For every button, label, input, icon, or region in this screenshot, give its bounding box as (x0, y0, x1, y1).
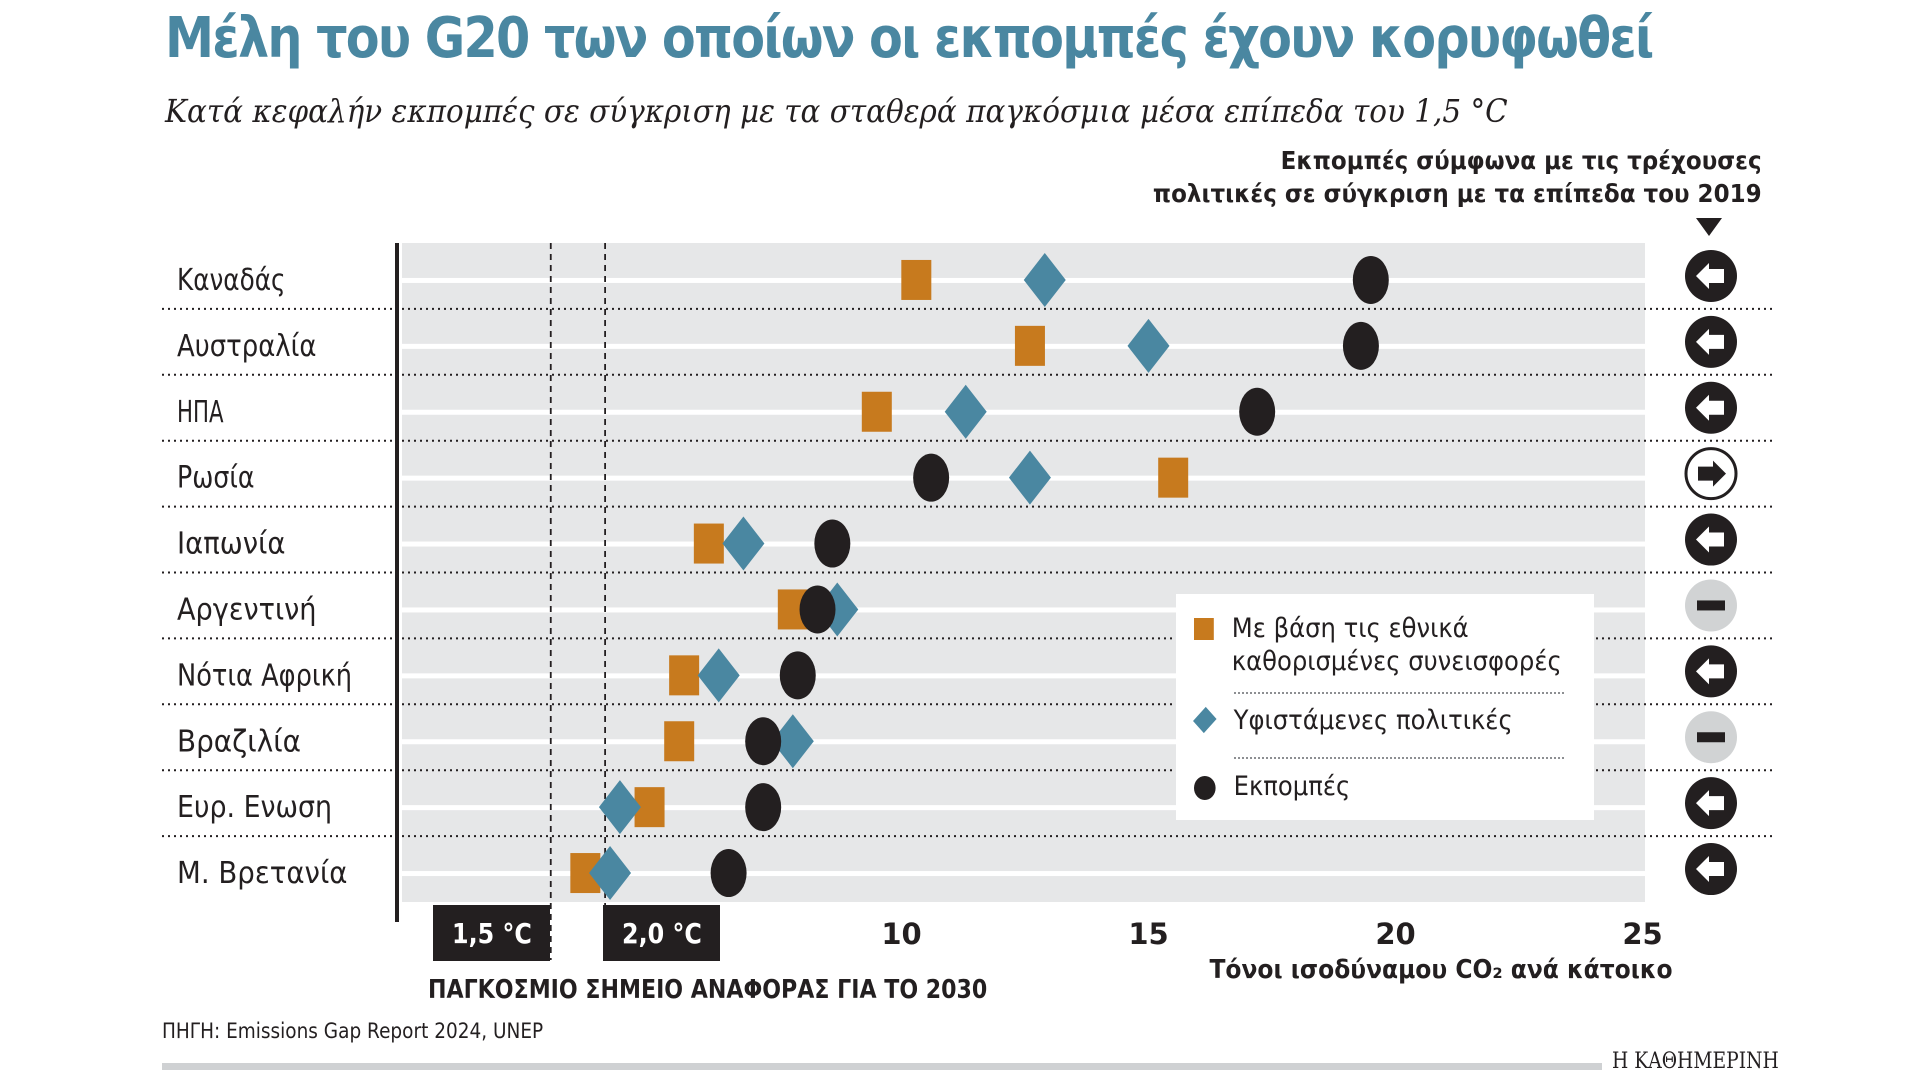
diamond-marker-icon (1193, 706, 1217, 734)
policies-marker (598, 780, 641, 835)
category-label: Ευρ. Ενωση (177, 790, 332, 825)
category-label: Αυστραλία (177, 329, 317, 364)
arrow-left-glyph (1696, 658, 1724, 685)
category-label: Νότια Αφρική (177, 658, 352, 693)
x-tick-label: 20 (1375, 917, 1415, 951)
category-label: Ιαπωνία (177, 527, 286, 562)
arrow-left-glyph (1696, 790, 1724, 817)
category-label: Μ. Βρετανία (177, 856, 348, 891)
legend-emissions-text: Εκπομπές (1233, 771, 1351, 802)
footer-divider (162, 1063, 1602, 1070)
ref-label-1-5c: 1,5 °C (433, 905, 550, 961)
arrow-right-glyph (1698, 460, 1726, 487)
legend-ndc-line2: καθορισμένες συνεισφορές (1231, 646, 1562, 677)
source-note: ΠΗΓΗ: Emissions Gap Report 2024, UNEP (162, 1019, 544, 1043)
minus-glyph (1697, 600, 1725, 611)
legend-ndc-line1: Με βάση τις εθνικά (1231, 613, 1469, 644)
category-label: ΗΠΑ (177, 395, 224, 430)
emissions-marker (745, 717, 782, 766)
x-axis-label: Τόνοι ισοδύναμου CO₂ ανά κάτοικο (1209, 955, 1673, 985)
ref-label-2-0c: 2,0 °C (603, 905, 720, 961)
legend-divider (1234, 692, 1564, 694)
policies-marker (589, 846, 632, 901)
emissions-marker (779, 651, 816, 700)
trend-header-line2: πολιτικές σε σύγκριση με τα επίπεδα του … (1153, 179, 1762, 208)
arrow-left-glyph (1696, 856, 1724, 883)
legend-policies-text: Υφιστάμενες πολιτικές (1233, 705, 1513, 736)
arrow-left-glyph (1696, 394, 1724, 421)
ndc-marker (669, 655, 700, 696)
publisher-logo: Η ΚΑΘΗΜΕΡΙΝΗ (1612, 1049, 1779, 1074)
chart-title: Μέλη του G20 των οποίων οι εκπομπές έχου… (165, 6, 1654, 71)
category-label: Ρωσία (177, 461, 255, 496)
policies-marker (722, 516, 765, 571)
emissions-marker (1352, 255, 1389, 304)
emissions-marker (745, 783, 782, 832)
policies-marker (1008, 450, 1051, 505)
legend-item-emissions: Εκπομπές (1194, 770, 1350, 803)
arrow-left-glyph (1696, 262, 1724, 289)
ndc-marker (901, 259, 932, 300)
legend-item-ndc: Με βάση τις εθνικά καθορισμένες συνεισφο… (1194, 612, 1562, 678)
row-guide-line (402, 277, 1645, 283)
down-triangle-icon (1696, 218, 1722, 236)
legend-divider (1234, 757, 1564, 759)
category-label: Αργεντινή (177, 592, 317, 627)
row-guide-line (402, 871, 1645, 877)
emissions-marker (1342, 321, 1379, 370)
arrow-left-glyph (1696, 526, 1724, 553)
legend-item-policies: Υφιστάμενες πολιτικές (1193, 704, 1513, 737)
ndc-marker (664, 721, 695, 762)
square-marker-icon (1194, 618, 1214, 640)
arrow-left-glyph (1696, 328, 1724, 355)
emissions-marker (913, 453, 950, 502)
category-label: Καναδάς (177, 263, 286, 298)
row-guide-line (402, 673, 1645, 679)
reference-caption: ΠΑΓΚΟΣΜΙΟ ΣΗΜΕΙΟ ΑΝΑΦΟΡΑΣ ΓΙΑ ΤΟ 2030 (428, 975, 988, 1005)
x-tick-label: 25 (1622, 917, 1662, 951)
legend: Με βάση τις εθνικά καθορισμένες συνεισφο… (1176, 594, 1594, 820)
category-label: Βραζιλία (177, 724, 301, 759)
ndc-marker (1014, 325, 1045, 366)
row-guide-line (402, 541, 1645, 547)
x-tick-label: 10 (881, 917, 921, 951)
emissions-marker (1239, 387, 1276, 436)
row-guide-line (402, 805, 1645, 811)
ndc-marker (693, 523, 724, 564)
minus-glyph (1697, 732, 1725, 743)
policies-marker (1127, 318, 1170, 373)
ndc-marker (861, 391, 892, 432)
emissions-marker (814, 519, 851, 568)
chart-subtitle: Κατά κεφαλήν εκπομπές σε σύγκριση με τα … (165, 92, 1508, 130)
x-tick-label: 15 (1128, 917, 1168, 951)
ref-label-1-5c-text: 1,5 °C (451, 916, 532, 950)
legend-ndc-text: Με βάση τις εθνικά καθορισμένες συνεισφο… (1232, 612, 1562, 678)
policies-marker (697, 648, 740, 703)
row-guide-line (402, 739, 1645, 745)
trend-header-line1: Εκπομπές σύμφωνα με τις τρέχουσες (1281, 146, 1762, 175)
ref-label-2-0c-text: 2,0 °C (621, 916, 702, 950)
row-guide-line (402, 409, 1645, 415)
policies-marker (1023, 252, 1066, 307)
policies-marker (771, 714, 814, 769)
circle-marker-icon (1194, 776, 1216, 800)
emissions-marker (799, 585, 836, 634)
row-guide-line (402, 607, 1645, 613)
ndc-marker (1158, 457, 1189, 498)
trend-column-header: Εκπομπές σύμφωνα με τις τρέχουσες πολιτι… (1153, 144, 1762, 210)
emissions-marker (710, 849, 747, 898)
policies-marker (944, 384, 987, 439)
